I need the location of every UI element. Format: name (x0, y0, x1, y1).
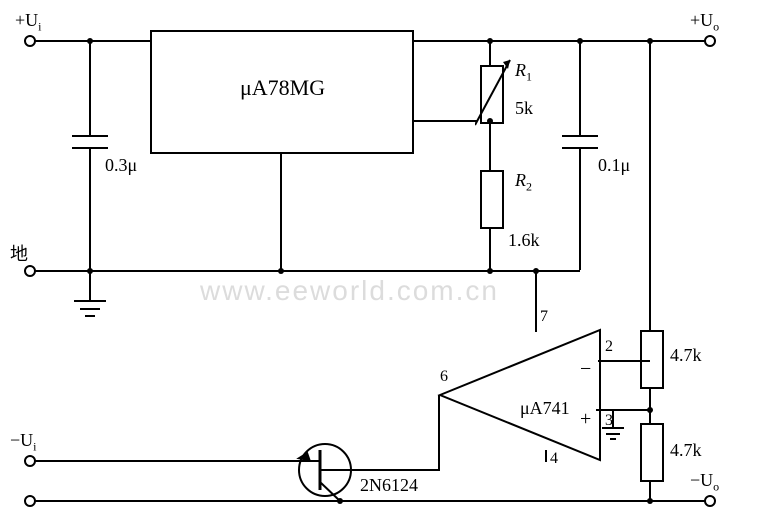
wire-p3-gnd-stub (612, 409, 614, 427)
label-r1-val: 5k (515, 98, 533, 119)
node-r1r2-mid (487, 118, 493, 124)
label-r2-val: 1.6k (508, 230, 540, 251)
label-r4-val: 4.7k (670, 440, 702, 461)
wire-gnd-stub (89, 270, 91, 300)
terminal-ui-pos (24, 35, 36, 47)
wire-opamp-p7 (535, 270, 537, 332)
node-opamp-p7 (533, 268, 539, 274)
watermark: www.eeworld.com.cn (200, 275, 499, 307)
terminal-uo-neg (704, 495, 716, 507)
wire-c1-top (89, 40, 91, 135)
svg-text:+: + (580, 408, 591, 430)
cap-c2-plate-top (562, 135, 598, 137)
gnd-bar2 (80, 308, 100, 310)
cap-c1-plate-top (72, 135, 108, 137)
opamp-pin2: 2 (605, 338, 613, 356)
label-ui-neg: −Ui (10, 430, 37, 455)
label-r3-val: 4.7k (670, 345, 702, 366)
wire-r1-bot (489, 122, 491, 170)
wire-c1-bot (89, 149, 91, 270)
wire-opamp-p4 (545, 450, 547, 462)
gnd-bar1 (74, 300, 106, 302)
wire-gnd-rail (30, 270, 580, 272)
label-r1-name: R1 (515, 60, 532, 85)
label-uo-neg: −Uo (690, 470, 719, 495)
svg-text:−: − (580, 358, 591, 380)
regulator-label: μA78MG (240, 75, 325, 101)
resistor-r4 (640, 423, 664, 482)
label-gnd: 地 (10, 240, 28, 266)
wire-reg-gnd (280, 152, 282, 270)
p3-gnd3 (610, 438, 616, 440)
wire-r4-bot (649, 480, 651, 500)
wire-ui-neg-rail (30, 460, 290, 462)
wire-opamp-in-pos (596, 409, 650, 411)
label-uo-pos: +Uo (690, 10, 719, 35)
opamp-pin4: 4 (550, 450, 558, 468)
wire-reg-adj (412, 120, 477, 122)
node-bot-r4 (647, 498, 653, 504)
wire-r2-bot (489, 227, 491, 270)
p3-gnd2 (606, 433, 620, 435)
resistor-r2 (480, 170, 504, 229)
wire-adj-up (475, 120, 477, 122)
wire-c2-top (579, 40, 581, 135)
wire-opamp-in-neg (598, 360, 650, 362)
label-r2-name: R2 (515, 170, 532, 195)
gnd-bar3 (85, 315, 95, 317)
terminal-uo-pos (704, 35, 716, 47)
terminal-ui-neg2 (24, 455, 36, 467)
opamp-pin6: 6 (440, 368, 448, 386)
terminal-ui-neg (24, 495, 36, 507)
wire-r4-top (649, 410, 651, 423)
opamp-icon: − + (430, 320, 610, 470)
p3-gnd1 (602, 427, 624, 429)
pot-arrow-icon (475, 55, 515, 130)
label-ui-pos: +Ui (15, 10, 42, 35)
label-c2: 0.1μ (598, 155, 630, 176)
label-c1: 0.3μ (105, 155, 137, 176)
opamp-label: μA741 (520, 398, 570, 419)
opamp-pin7: 7 (540, 308, 548, 326)
wire-c2-bot (579, 149, 581, 270)
terminal-gnd (24, 265, 36, 277)
node-gnd-reg (278, 268, 284, 274)
wire-r3-top (649, 40, 651, 330)
label-transistor: 2N6124 (360, 475, 418, 496)
